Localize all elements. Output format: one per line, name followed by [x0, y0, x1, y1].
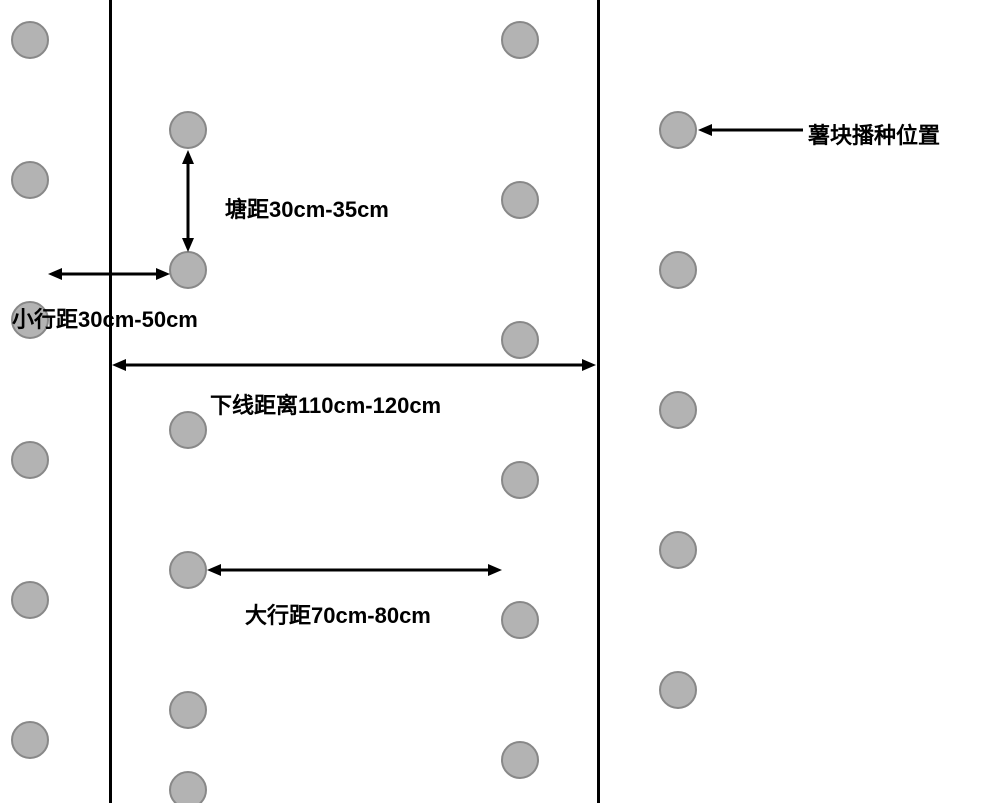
label-small-row-spacing: 小行距30cm-50cm: [12, 302, 198, 334]
label-bed-width: 下线距离110cm-120cm: [210, 388, 441, 420]
seed-dot: [659, 391, 697, 429]
seed-dot: [501, 601, 539, 639]
seed-dot: [11, 21, 49, 59]
seed-dot: [169, 251, 207, 289]
seed-dot: [169, 411, 207, 449]
seed-dot: [169, 551, 207, 589]
label-large-row-spacing: 大行距70cm-80cm: [245, 598, 431, 630]
seed-dot: [11, 441, 49, 479]
seed-dot: [11, 721, 49, 759]
bed-line-right: [597, 0, 600, 803]
seed-dot: [659, 671, 697, 709]
seed-dot: [659, 251, 697, 289]
label-plant-spacing: 塘距30cm-35cm: [225, 192, 389, 224]
label-legend: 薯块播种位置: [808, 118, 940, 150]
bed-line-left: [109, 0, 112, 803]
diagram-stage: 塘距30cm-35cm 小行距30cm-50cm 下线距离110cm-120cm…: [0, 0, 1000, 803]
seed-dot: [169, 111, 207, 149]
seed-dot: [501, 461, 539, 499]
seed-dot: [659, 531, 697, 569]
seed-dot: [11, 161, 49, 199]
seed-dot: [501, 321, 539, 359]
seed-dot: [501, 181, 539, 219]
seed-dot: [501, 21, 539, 59]
seed-dot: [659, 111, 697, 149]
seed-dot: [501, 741, 539, 779]
seed-dot: [169, 691, 207, 729]
seed-dot: [169, 771, 207, 803]
seed-dot: [11, 581, 49, 619]
